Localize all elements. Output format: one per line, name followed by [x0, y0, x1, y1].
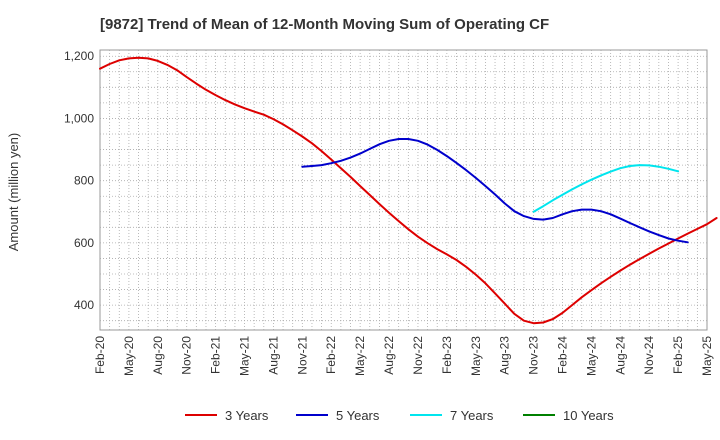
x-tick-label: Feb-20 [93, 336, 107, 374]
x-tick-label: Aug-22 [382, 336, 396, 375]
x-tick-label: Feb-24 [555, 336, 569, 374]
x-tick-label: May-22 [353, 336, 367, 376]
x-tick-label: May-21 [238, 336, 252, 376]
x-tick-label: May-20 [122, 336, 136, 376]
x-tick-label: May-23 [469, 336, 483, 376]
series-line-5-years [301, 138, 689, 244]
y-tick-label: 800 [74, 174, 94, 188]
y-axis-label: Amount (million yen) [6, 133, 21, 252]
x-tick-label: Feb-23 [440, 336, 454, 374]
gridlines [100, 50, 707, 330]
series-line-7-years [532, 164, 680, 213]
x-tick-label: May-24 [584, 336, 598, 376]
y-tick-label: 400 [74, 298, 94, 312]
y-tick-labels: 400 600 800 1,000 1,200 [64, 49, 94, 312]
series-lines [99, 56, 718, 325]
legend-label: 10 Years [563, 408, 614, 423]
x-tick-label: Aug-24 [613, 336, 627, 375]
x-tick-label: Aug-20 [151, 336, 165, 375]
x-tick-label: Nov-22 [411, 336, 425, 375]
legend-label: 7 Years [450, 408, 494, 423]
x-tick-label: Aug-21 [266, 336, 280, 375]
x-tick-label: Feb-25 [671, 336, 685, 374]
y-tick-label: 1,000 [64, 111, 94, 125]
plot-area [99, 49, 708, 331]
x-tick-label: Nov-21 [295, 336, 309, 375]
legend-label: 5 Years [336, 408, 380, 423]
legend: 3 Years 5 Years 7 Years 10 Years [185, 408, 614, 423]
legend-label: 3 Years [225, 408, 269, 423]
x-tick-label: Aug-23 [498, 336, 512, 375]
chart-title: [9872] Trend of Mean of 12-Month Moving … [100, 16, 549, 33]
x-tick-label: Feb-22 [324, 336, 338, 374]
x-tick-label: May-25 [700, 336, 714, 376]
series-line-3-years [99, 56, 718, 325]
x-tick-labels: Feb-20 May-20 Aug-20 Nov-20 Feb-21 May-21 Aug-… [93, 336, 714, 376]
x-tick-label: Feb-21 [209, 336, 223, 374]
plot-frame [99, 49, 708, 331]
y-tick-label: 1,200 [64, 49, 94, 63]
x-tick-label: Nov-24 [642, 336, 656, 375]
y-tick-label: 600 [74, 236, 94, 250]
x-tick-label: Nov-23 [527, 336, 541, 375]
x-tick-label: Nov-20 [180, 336, 194, 375]
